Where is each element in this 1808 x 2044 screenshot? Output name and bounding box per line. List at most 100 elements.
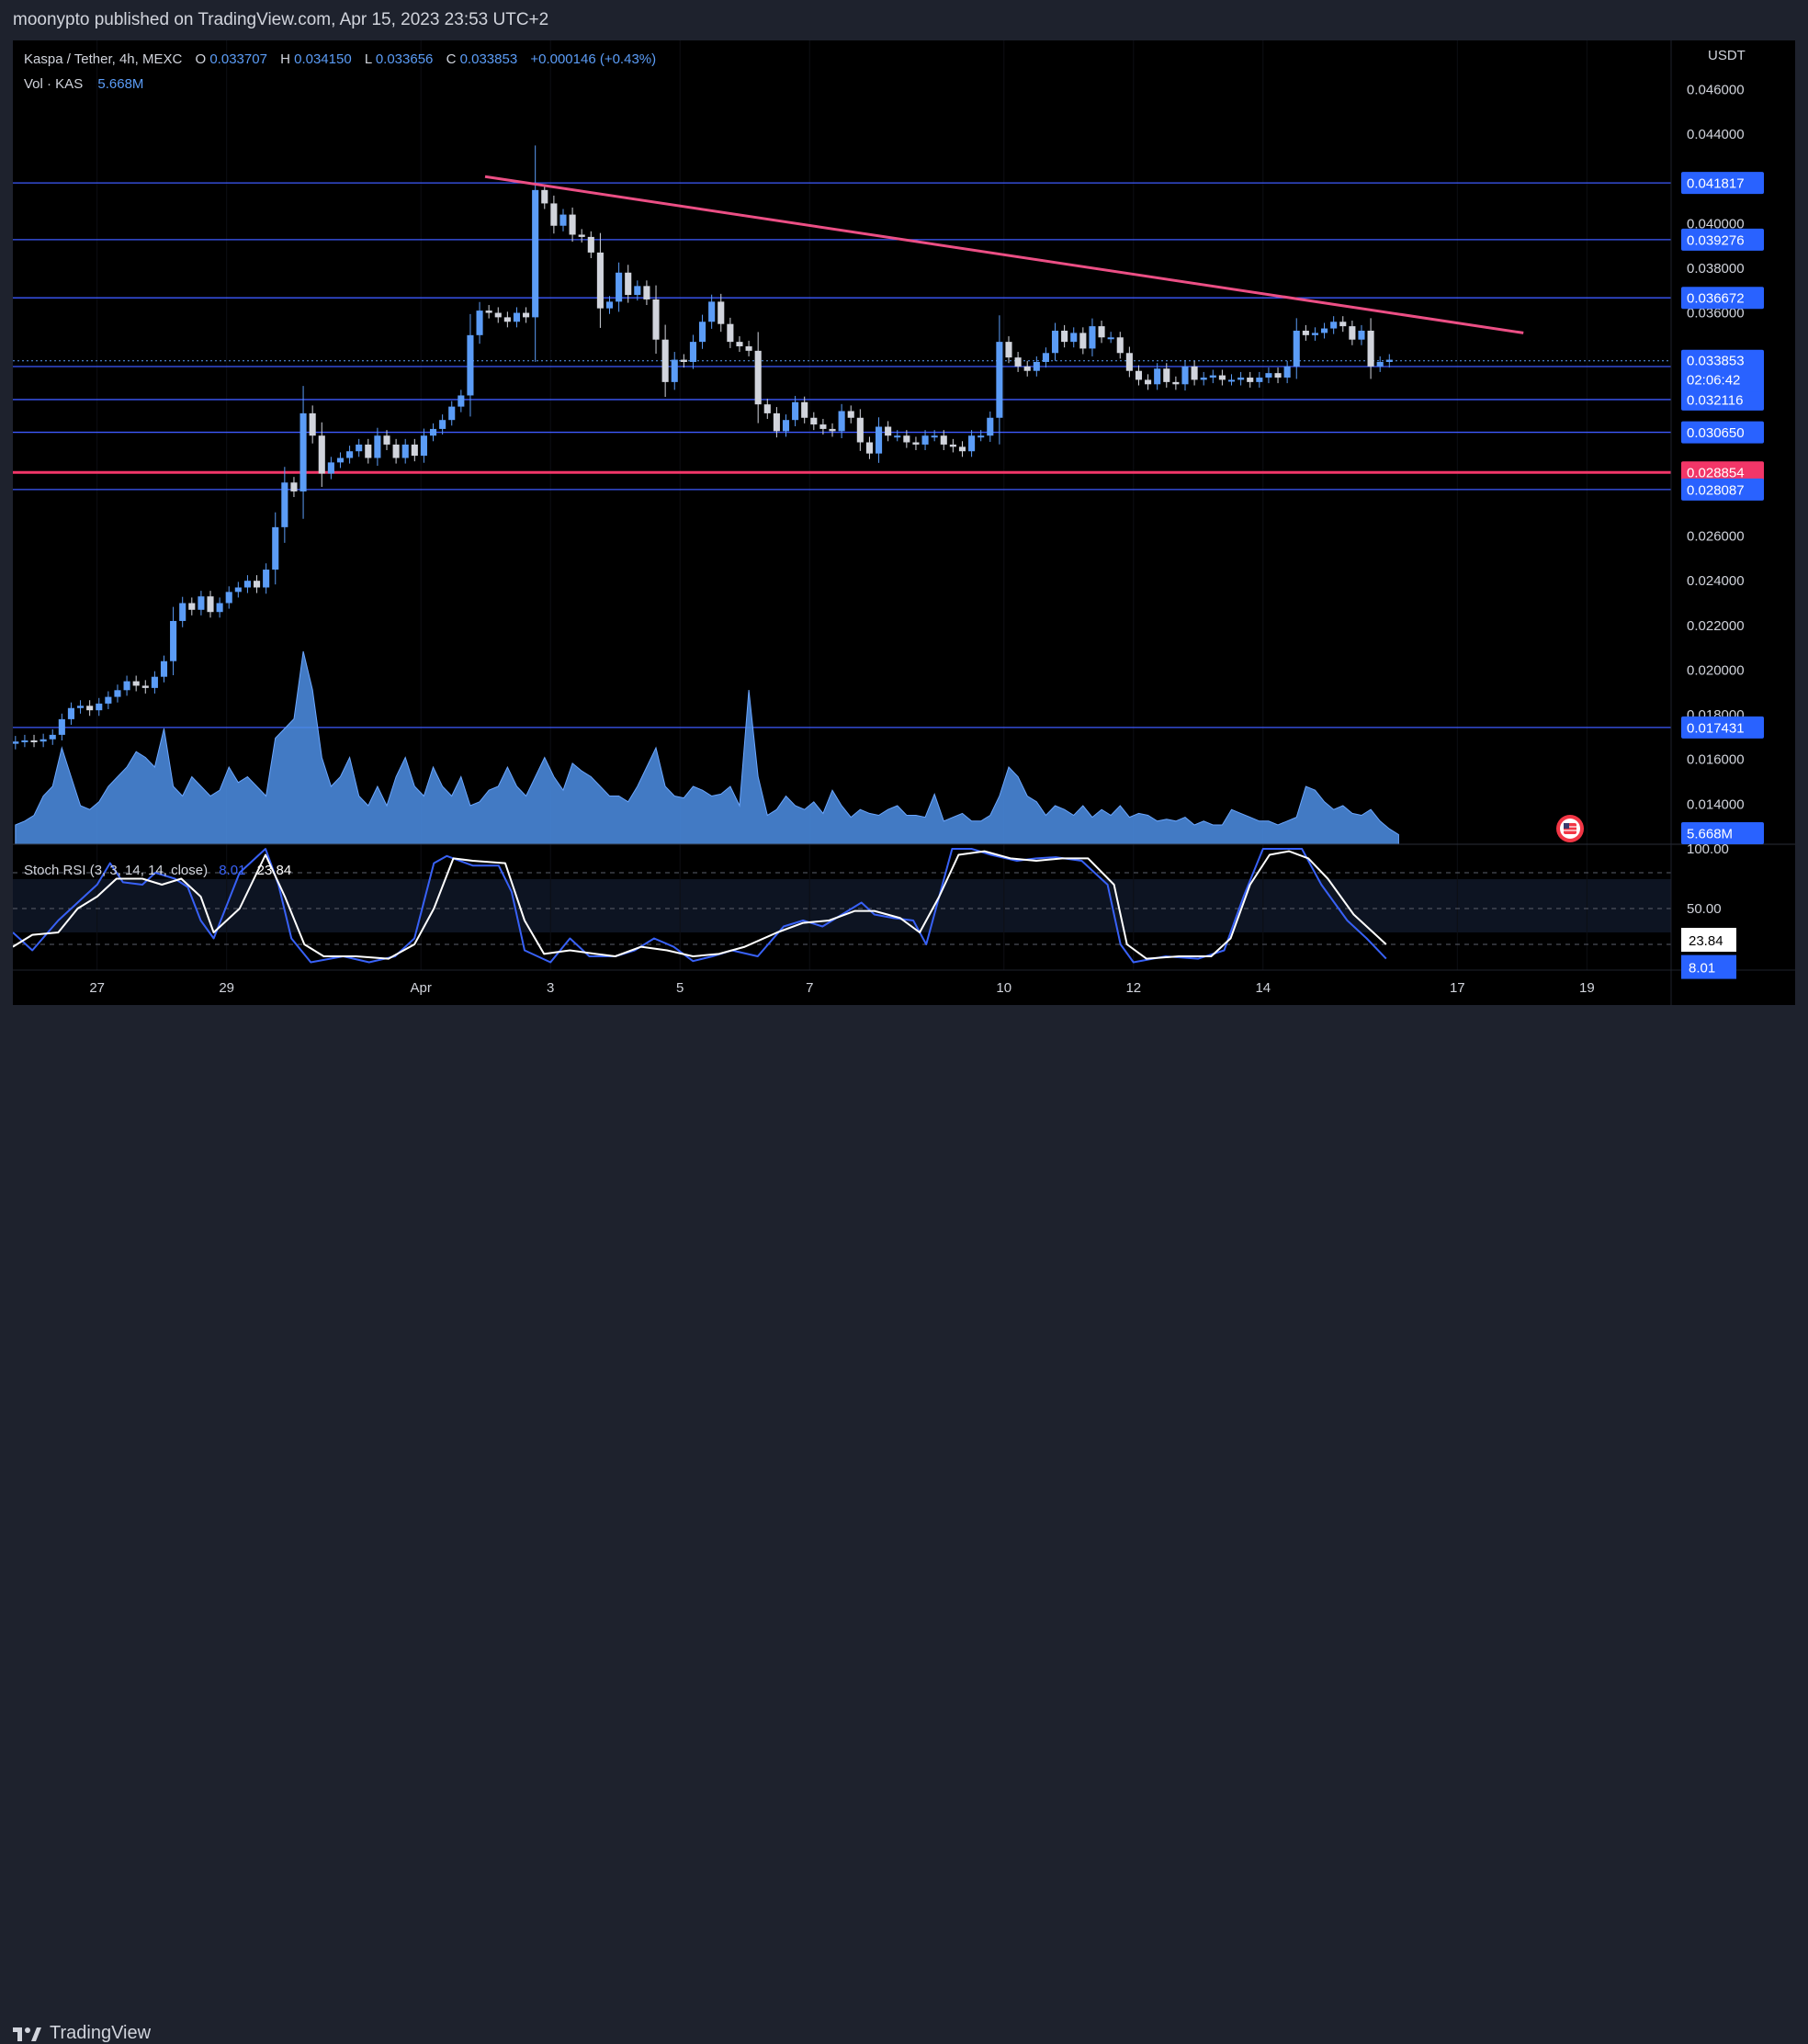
candle-down bbox=[1247, 378, 1254, 382]
candle-up bbox=[1293, 330, 1300, 367]
trendline[interactable] bbox=[484, 175, 1524, 334]
candle-up bbox=[1358, 330, 1365, 340]
volume-legend-value: 5.668M bbox=[97, 76, 143, 92]
stoch-band bbox=[13, 879, 1671, 932]
level-price-label-bg bbox=[1681, 421, 1764, 444]
candle-down bbox=[253, 581, 261, 588]
volume-legend-label: Vol · KAS bbox=[24, 76, 83, 92]
candle-up bbox=[1042, 353, 1049, 362]
candle-down bbox=[949, 444, 956, 447]
flag-icon[interactable] bbox=[1556, 815, 1584, 842]
candle-up bbox=[170, 620, 177, 661]
candle-down bbox=[1302, 330, 1309, 335]
candle-up bbox=[429, 428, 437, 436]
candle-down bbox=[541, 189, 548, 204]
stoch-d-badge-text: 23.84 bbox=[1689, 933, 1723, 949]
candle-up bbox=[272, 526, 279, 570]
level-price-label-text: 0.017431 bbox=[1687, 720, 1745, 736]
candle-down bbox=[1191, 366, 1198, 380]
candle-up bbox=[1256, 378, 1263, 382]
candle-up bbox=[374, 435, 381, 458]
candle-up bbox=[105, 696, 112, 704]
legend-high: 0.034150 bbox=[294, 51, 352, 67]
candle-up bbox=[114, 690, 121, 697]
candle-down bbox=[578, 234, 585, 237]
candle-up bbox=[467, 334, 474, 396]
candle-up bbox=[299, 412, 307, 491]
chart-frame[interactable]: USDT 0.046000 0.044000 0.040000 0.038000 0.03… bbox=[13, 40, 1795, 1005]
candle-up bbox=[151, 676, 158, 688]
price-tick: 0.038000 bbox=[1687, 261, 1745, 277]
candle-up bbox=[336, 457, 345, 463]
candle-up bbox=[40, 739, 47, 742]
candle-down bbox=[141, 685, 149, 688]
candle-down bbox=[485, 311, 492, 313]
last-price-badge-bg bbox=[1681, 349, 1764, 392]
candle-up bbox=[356, 444, 363, 452]
legend-close: 0.033853 bbox=[460, 51, 518, 67]
candle-up bbox=[1283, 366, 1291, 378]
stoch-legend-k: 8.01 bbox=[219, 863, 245, 878]
candle-down bbox=[819, 424, 827, 429]
candle-down bbox=[718, 301, 725, 324]
candle-up bbox=[616, 272, 623, 302]
level-price-label-bg bbox=[1681, 228, 1764, 251]
candle-down bbox=[736, 342, 743, 346]
candle-down bbox=[503, 317, 511, 322]
candle-up bbox=[1154, 368, 1161, 385]
support-price-label: 0.028854 bbox=[1681, 461, 1764, 484]
x-tick-29: 29 bbox=[219, 980, 234, 996]
level-price-label: 0.041817 bbox=[1681, 172, 1764, 195]
candle-down bbox=[411, 444, 418, 457]
candle-down bbox=[1339, 322, 1347, 327]
candle-down bbox=[309, 412, 316, 436]
candle-up bbox=[699, 322, 706, 343]
legend-symbol: Kaspa / Tether, 4h, MEXC bbox=[24, 51, 182, 67]
candle-up bbox=[559, 214, 567, 226]
candle-down bbox=[1098, 326, 1105, 338]
candle-up bbox=[921, 435, 929, 445]
candle-down bbox=[392, 444, 400, 458]
level-price-label: 0.017431 bbox=[1681, 716, 1764, 739]
publisher-bar: moonypto published on TradingView.com, A… bbox=[0, 0, 1808, 40]
level-price-label-text: 0.032116 bbox=[1687, 392, 1743, 408]
legend-change: +0.000146 (+0.43%) bbox=[530, 51, 656, 67]
tradingview-logo[interactable]: TradingView bbox=[13, 2023, 151, 2044]
price-chart[interactable]: USDT 0.046000 0.044000 0.040000 0.038000 0.03… bbox=[13, 40, 1795, 1005]
candle-up bbox=[216, 603, 223, 613]
candle-down bbox=[865, 442, 873, 454]
candle-down bbox=[1005, 342, 1012, 358]
support-price-label-text: 0.028854 bbox=[1687, 466, 1745, 481]
level-price-label-bg bbox=[1681, 172, 1764, 195]
candle-down bbox=[1145, 379, 1152, 385]
x-tick-19: 19 bbox=[1579, 980, 1595, 996]
stoch-d-badge-bg bbox=[1681, 928, 1736, 953]
candle-up bbox=[123, 681, 130, 691]
level-price-label-text: 0.036672 bbox=[1687, 291, 1745, 307]
stoch-k-badge: 8.01 bbox=[1681, 954, 1736, 979]
candle-up bbox=[671, 359, 678, 382]
currency-label: USDT bbox=[1708, 48, 1746, 63]
price-tick: 0.022000 bbox=[1687, 618, 1745, 634]
candle-up bbox=[1051, 330, 1059, 354]
candle-up bbox=[708, 301, 716, 322]
price-tick: 0.046000 bbox=[1687, 82, 1745, 97]
support-price-label-bg bbox=[1681, 461, 1764, 484]
candle-up bbox=[931, 435, 938, 438]
stoch-k-badge-bg bbox=[1681, 954, 1736, 979]
x-tick-27: 27 bbox=[89, 980, 105, 996]
x-tick-7: 7 bbox=[806, 980, 813, 996]
candle-down bbox=[383, 435, 390, 445]
price-tick: 0.026000 bbox=[1687, 529, 1745, 545]
legend-open-label: O bbox=[196, 51, 207, 67]
candle-down bbox=[494, 312, 502, 318]
candle-up bbox=[875, 426, 883, 454]
level-price-label-bg bbox=[1681, 716, 1764, 739]
candle-down bbox=[132, 681, 140, 686]
candle-up bbox=[782, 420, 790, 432]
candle-down bbox=[829, 428, 836, 432]
candle-up bbox=[605, 301, 614, 309]
volume-price-label: 5.668M bbox=[1681, 822, 1764, 844]
candle-down bbox=[940, 435, 947, 445]
candle-up bbox=[243, 581, 251, 588]
